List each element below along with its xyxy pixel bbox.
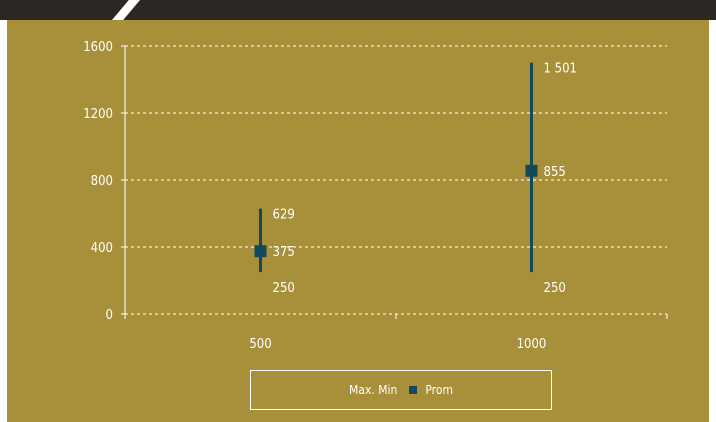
legend-label-prom: Prom bbox=[425, 383, 453, 397]
max-data-label: 629 bbox=[273, 208, 295, 223]
x-tick-label: 1000 bbox=[517, 337, 547, 352]
max-data-label: 1 501 bbox=[544, 62, 577, 77]
prom-data-label: 375 bbox=[273, 245, 295, 260]
prom-marker bbox=[254, 245, 267, 258]
x-tick-label: 500 bbox=[249, 337, 271, 352]
min-data-label: 250 bbox=[273, 281, 295, 296]
chart-panel: 0 400 800 1200 1600 500 1000 629 375 250 1 501 855 2… bbox=[7, 20, 709, 422]
legend-label-range: Max. Min bbox=[349, 383, 398, 397]
header-bar bbox=[0, 0, 716, 20]
y-tick-label: 800 bbox=[91, 174, 113, 189]
prom-marker bbox=[525, 164, 538, 177]
legend-swatch-prom bbox=[409, 386, 418, 394]
y-tick-label: 1200 bbox=[83, 107, 113, 122]
min-data-label: 250 bbox=[544, 281, 566, 296]
chart-legend: Max. Min Prom bbox=[250, 370, 552, 410]
y-tick-label: 0 bbox=[106, 308, 113, 323]
prom-data-label: 855 bbox=[544, 165, 566, 180]
y-tick-label: 1600 bbox=[83, 40, 113, 55]
y-tick-label: 400 bbox=[91, 241, 113, 256]
chart-plot: 0 400 800 1200 1600 500 1000 629 375 250 1 501 855 2… bbox=[83, 40, 668, 352]
